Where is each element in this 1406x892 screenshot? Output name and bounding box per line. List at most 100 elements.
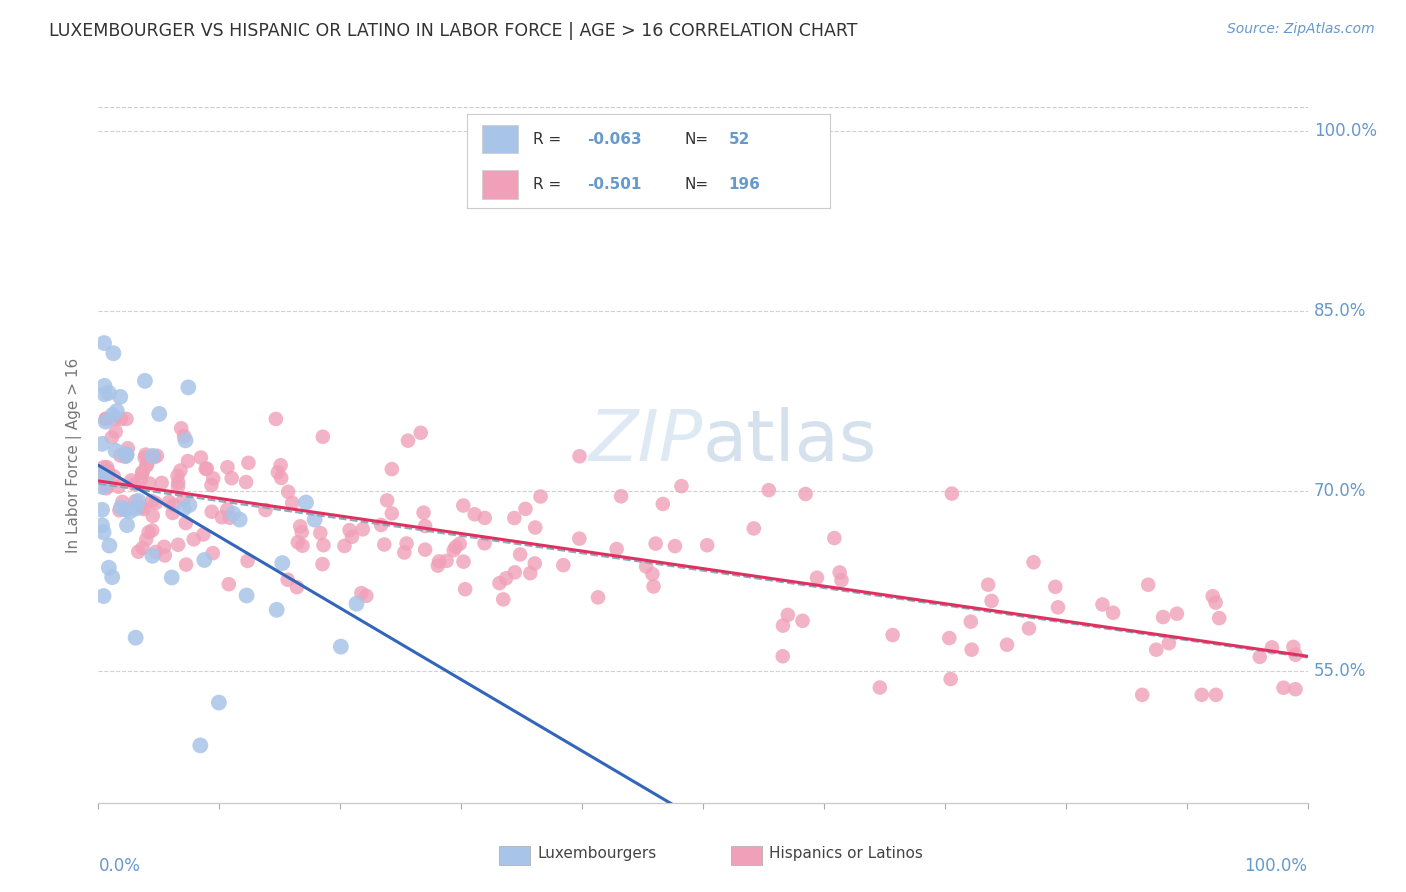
Point — [523, 557, 546, 571]
Point — [217, 460, 239, 475]
Point — [329, 640, 352, 654]
Point — [426, 558, 449, 573]
Point — [195, 461, 218, 475]
Point — [145, 496, 167, 510]
Point — [162, 506, 184, 520]
Point — [134, 448, 156, 462]
Point — [742, 521, 765, 535]
Point — [160, 570, 183, 584]
Point — [586, 591, 609, 605]
Point — [1166, 607, 1188, 621]
Point — [93, 460, 115, 475]
Point — [1284, 682, 1306, 697]
Point — [412, 506, 434, 520]
Point — [221, 471, 243, 485]
Point — [188, 739, 211, 753]
Point — [413, 519, 436, 533]
Point — [1045, 580, 1067, 594]
Point — [1018, 621, 1040, 635]
Point — [1157, 636, 1180, 650]
Point — [111, 495, 134, 509]
Point — [146, 449, 169, 463]
Point — [201, 505, 224, 519]
Point — [143, 450, 166, 465]
Point — [375, 493, 398, 508]
Point — [381, 462, 404, 476]
Point — [114, 450, 136, 464]
Point — [124, 494, 146, 508]
Point — [153, 540, 176, 554]
Point — [157, 495, 180, 509]
Point — [91, 437, 114, 451]
Point — [134, 374, 156, 388]
Point — [291, 539, 314, 553]
Point — [671, 479, 693, 493]
Point — [270, 458, 292, 473]
Point — [169, 463, 191, 477]
Point — [474, 536, 496, 550]
Text: 85.0%: 85.0% — [1313, 302, 1367, 320]
Point — [270, 471, 292, 485]
Point — [183, 533, 205, 547]
Text: 100.0%: 100.0% — [1244, 857, 1308, 875]
Point — [828, 566, 851, 580]
Point — [394, 545, 416, 559]
Text: ZIP: ZIP — [589, 407, 703, 475]
Point — [295, 495, 318, 509]
Point — [94, 412, 117, 426]
Point — [127, 545, 149, 559]
Text: 100.0%: 100.0% — [1313, 122, 1376, 140]
Point — [96, 460, 118, 475]
Point — [454, 582, 477, 597]
Point — [503, 511, 526, 525]
Point — [444, 540, 467, 554]
Point — [91, 467, 114, 481]
Y-axis label: In Labor Force | Age > 16: In Labor Force | Age > 16 — [66, 358, 83, 552]
Point — [464, 508, 486, 522]
Text: Source: ZipAtlas.com: Source: ZipAtlas.com — [1227, 22, 1375, 37]
Point — [91, 466, 114, 480]
Point — [938, 631, 960, 645]
Point — [138, 476, 160, 491]
Point — [356, 589, 378, 603]
Point — [1144, 642, 1167, 657]
Point — [449, 537, 471, 551]
Point — [201, 546, 224, 560]
Point — [96, 479, 118, 493]
Point — [772, 618, 794, 632]
Point — [167, 538, 190, 552]
Point — [651, 497, 673, 511]
Point — [167, 479, 190, 493]
Point — [995, 638, 1018, 652]
Point — [177, 454, 200, 468]
Point — [148, 407, 170, 421]
Point — [495, 571, 517, 585]
Point — [115, 412, 138, 426]
Point — [271, 556, 294, 570]
Point — [170, 421, 193, 435]
Point — [568, 449, 591, 463]
Point — [1261, 640, 1284, 655]
Point — [267, 465, 290, 479]
Point — [1202, 589, 1225, 603]
Point — [93, 525, 115, 540]
Point — [373, 537, 395, 551]
Point — [333, 539, 356, 553]
Text: Luxembourgers: Luxembourgers — [537, 847, 657, 861]
Point — [488, 576, 510, 591]
Point — [794, 487, 817, 501]
Point — [1022, 555, 1045, 569]
Point — [436, 554, 458, 568]
Point — [141, 449, 163, 463]
Point — [98, 539, 121, 553]
Point — [91, 502, 114, 516]
Point — [94, 415, 117, 429]
Point — [91, 480, 114, 494]
Point — [277, 573, 299, 587]
Point — [110, 390, 132, 404]
Point — [287, 535, 309, 549]
Point — [869, 681, 891, 695]
Point — [103, 469, 125, 483]
Point — [350, 586, 373, 600]
Point — [104, 425, 127, 439]
